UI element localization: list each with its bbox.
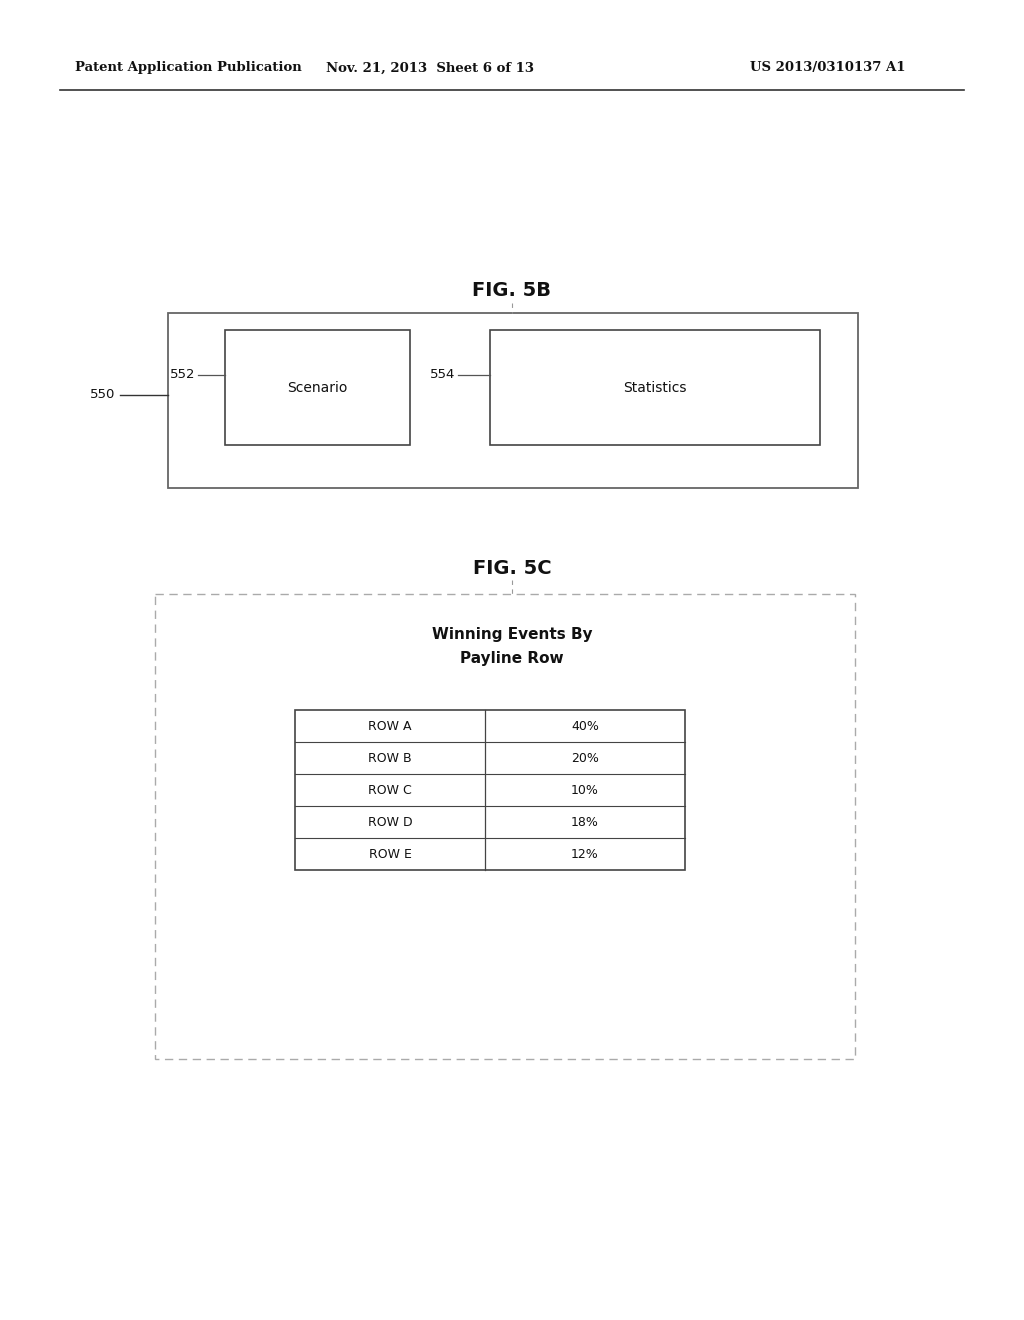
Text: ROW E: ROW E [369,847,412,861]
Text: Scenario: Scenario [288,380,348,395]
Text: Patent Application Publication: Patent Application Publication [75,62,302,74]
Text: ROW A: ROW A [369,719,412,733]
Text: ROW B: ROW B [369,751,412,764]
Bar [155,594,855,1059]
Text: 550: 550 [90,388,116,401]
Bar [168,313,858,488]
Text: ROW D: ROW D [368,816,413,829]
Text: 20%: 20% [571,751,599,764]
Text: 552: 552 [170,368,195,381]
Bar [490,330,820,445]
Text: Nov. 21, 2013  Sheet 6 of 13: Nov. 21, 2013 Sheet 6 of 13 [326,62,534,74]
Text: ROW C: ROW C [368,784,412,796]
Text: Statistics: Statistics [624,380,687,395]
Text: Payline Row: Payline Row [460,651,564,665]
Text: 40%: 40% [571,719,599,733]
Text: FIG. 5C: FIG. 5C [473,558,551,578]
Text: 554: 554 [430,368,455,381]
Bar [225,330,410,445]
Text: 10%: 10% [571,784,599,796]
Bar [295,710,685,870]
Text: 18%: 18% [571,816,599,829]
Text: Winning Events By: Winning Events By [432,627,592,643]
Text: 12%: 12% [571,847,599,861]
Text: US 2013/0310137 A1: US 2013/0310137 A1 [750,62,905,74]
Text: FIG. 5B: FIG. 5B [472,281,552,300]
